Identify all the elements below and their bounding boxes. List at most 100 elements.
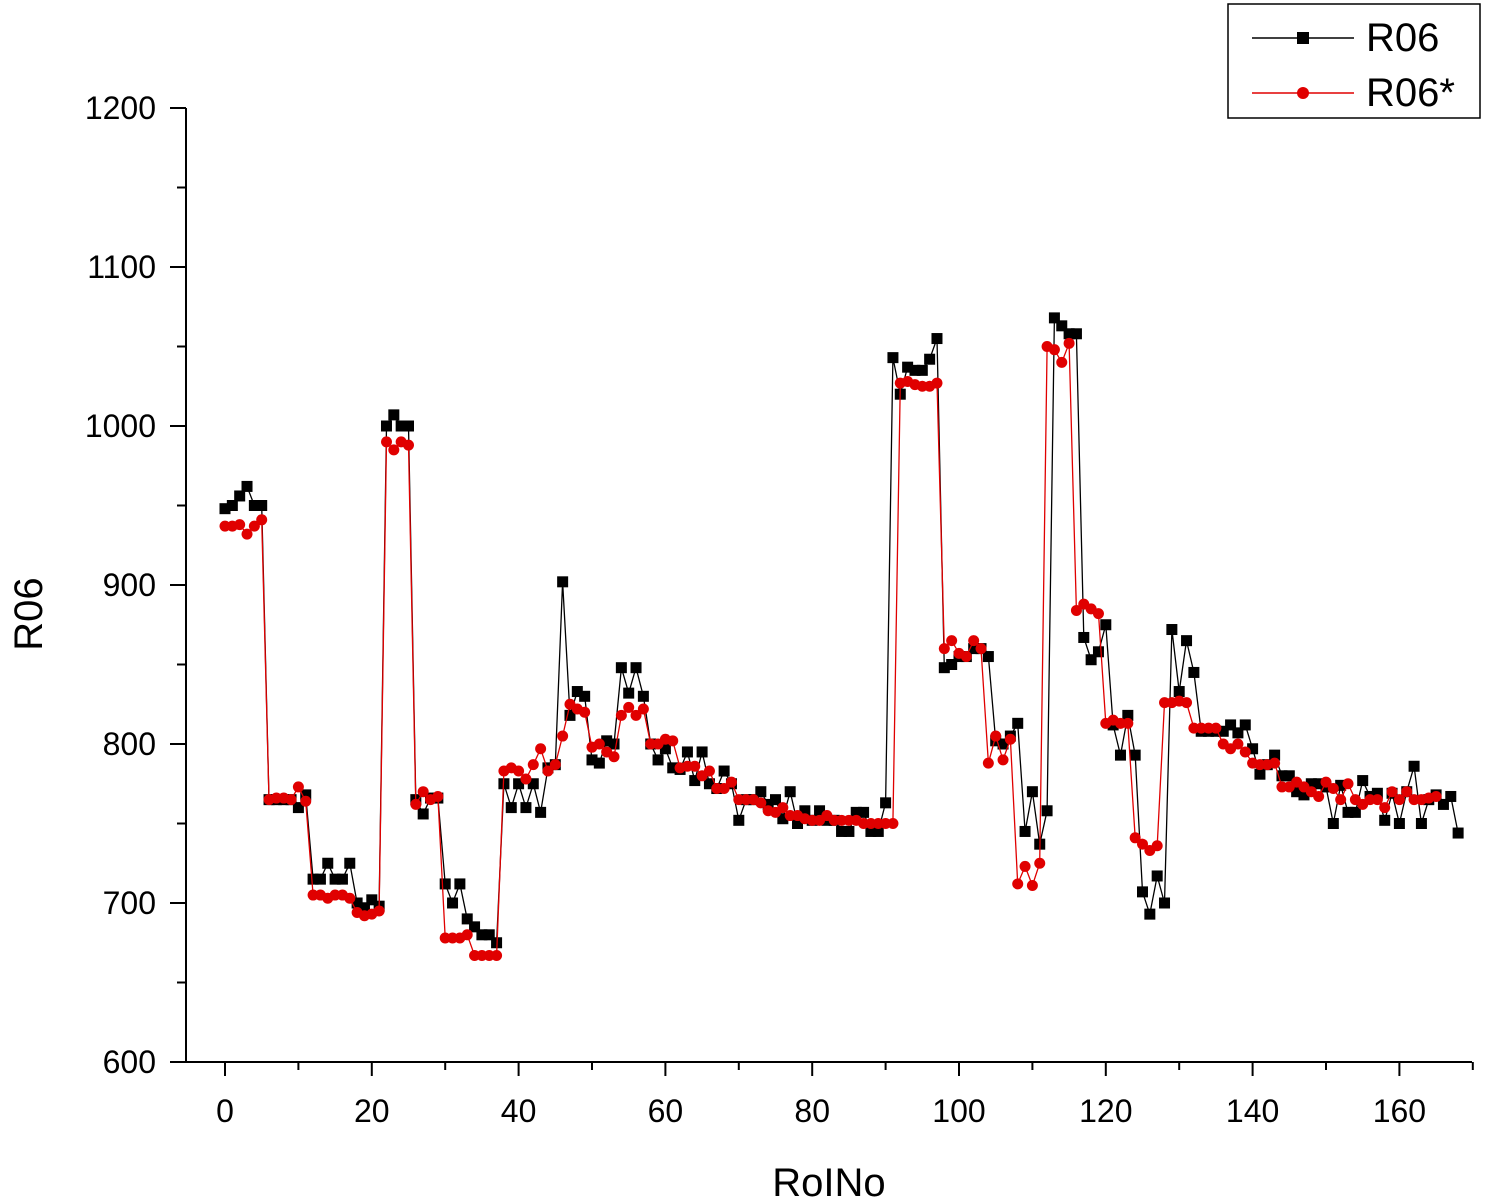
- data-point-r06: [300, 789, 312, 801]
- data-point-r06-star: [285, 794, 297, 806]
- data-point-r06: [623, 687, 635, 699]
- x-tick-label: 0: [216, 1093, 234, 1129]
- data-point-r06: [615, 662, 627, 674]
- series-layer: [219, 312, 1464, 961]
- data-point-r06: [1379, 814, 1391, 826]
- data-point-r06-star: [1151, 840, 1163, 852]
- data-point-r06-star: [432, 790, 444, 802]
- data-point-r06: [520, 802, 532, 814]
- data-point-r06: [351, 897, 363, 909]
- data-point-r06: [571, 686, 583, 698]
- legend-box: [1227, 3, 1481, 119]
- data-point-r06: [1327, 818, 1339, 829]
- y-tick-label: 1200: [85, 90, 156, 126]
- data-point-r06: [982, 651, 994, 663]
- data-point-r06-star: [241, 528, 253, 540]
- data-point-r06: [696, 746, 708, 758]
- data-point-r06-star: [1430, 790, 1442, 802]
- data-point-r06: [454, 878, 466, 890]
- y-tick-label: 700: [103, 885, 156, 921]
- y-tick-label: 900: [103, 567, 156, 603]
- series-line-r06: [224, 316, 1459, 945]
- data-point-r06: [1122, 709, 1134, 721]
- data-point-r06-star: [623, 701, 635, 713]
- data-point-r06: [292, 802, 304, 814]
- data-point-r06: [1181, 635, 1193, 647]
- data-point-r06: [703, 778, 715, 790]
- data-point-r06: [248, 500, 260, 511]
- data-point-r06-star: [410, 798, 422, 810]
- data-point-r06: [630, 662, 642, 674]
- data-point-r06: [1298, 789, 1310, 801]
- data-point-r06: [733, 814, 745, 826]
- data-point-r06-star: [1063, 337, 1075, 349]
- data-point-r06: [1217, 725, 1229, 737]
- data-point-r06-star: [982, 757, 994, 769]
- data-point-r06-star: [1335, 794, 1347, 806]
- data-point-r06: [586, 754, 598, 766]
- x-tick-label: 60: [648, 1093, 684, 1129]
- data-point-r06: [322, 857, 334, 869]
- data-point-r06: [1151, 870, 1163, 882]
- data-point-r06-star: [1092, 608, 1104, 620]
- data-point-r06-star: [527, 759, 539, 771]
- data-point-r06-star: [373, 905, 385, 917]
- data-point-r06: [916, 364, 928, 376]
- legend-marker-r06-star: [1297, 87, 1309, 99]
- data-point-r06: [395, 420, 407, 432]
- data-point-r06: [469, 921, 481, 933]
- data-point-r06-star: [1026, 880, 1038, 892]
- data-point-r06: [1129, 749, 1141, 761]
- data-point-r06: [1239, 719, 1251, 731]
- data-point-r06: [997, 738, 1009, 750]
- data-point-r06: [938, 662, 950, 674]
- data-point-r06: [505, 802, 517, 814]
- data-point-r06: [1313, 778, 1325, 790]
- data-point-r06: [880, 797, 892, 809]
- data-point-r06-star: [388, 444, 400, 456]
- legend-marker-r06: [1297, 32, 1309, 44]
- data-point-r06: [366, 894, 378, 906]
- data-point-r06-star: [960, 651, 972, 663]
- data-point-r06: [1092, 646, 1104, 658]
- data-point-r06-star: [1401, 786, 1413, 798]
- data-point-r06: [608, 738, 620, 750]
- data-point-r06-star: [946, 635, 958, 647]
- data-point-r06: [380, 420, 392, 432]
- data-point-r06-star: [1232, 738, 1244, 750]
- data-point-r06: [865, 825, 877, 837]
- data-point-r06: [924, 353, 936, 365]
- data-point-r06: [226, 500, 238, 511]
- data-point-r06-star: [1056, 356, 1068, 368]
- data-point-r06: [887, 352, 899, 364]
- data-point-r06: [1114, 749, 1126, 761]
- data-point-r06: [1041, 805, 1053, 817]
- data-point-r06-star: [557, 730, 569, 742]
- data-point-r06: [1415, 818, 1427, 829]
- data-point-r06: [403, 420, 414, 432]
- data-point-r06: [1408, 760, 1420, 772]
- data-point-r06-star: [703, 765, 715, 777]
- data-point-r06: [256, 500, 268, 511]
- x-tick-label: 20: [354, 1093, 390, 1129]
- data-point-r06: [652, 754, 664, 766]
- data-point-r06-star: [637, 703, 649, 715]
- data-point-r06-star: [630, 709, 642, 721]
- data-point-r06: [447, 897, 459, 909]
- data-point-r06: [755, 786, 767, 798]
- data-point-r06: [439, 878, 451, 890]
- data-point-r06: [858, 806, 870, 818]
- data-point-r06: [579, 690, 591, 702]
- data-point-r06-star: [718, 783, 730, 795]
- data-point-r06: [1247, 743, 1259, 755]
- data-point-r06: [1437, 798, 1449, 810]
- data-point-r06-star: [1327, 783, 1339, 795]
- legend-label-r06-star: R06*: [1366, 71, 1455, 115]
- data-point-r06: [1144, 908, 1156, 920]
- data-point-r06-star: [887, 818, 899, 829]
- data-point-r06: [336, 873, 348, 885]
- legend-label-r06: R06: [1366, 16, 1439, 60]
- data-point-r06: [1342, 806, 1354, 818]
- y-tick-label: 1000: [85, 408, 156, 444]
